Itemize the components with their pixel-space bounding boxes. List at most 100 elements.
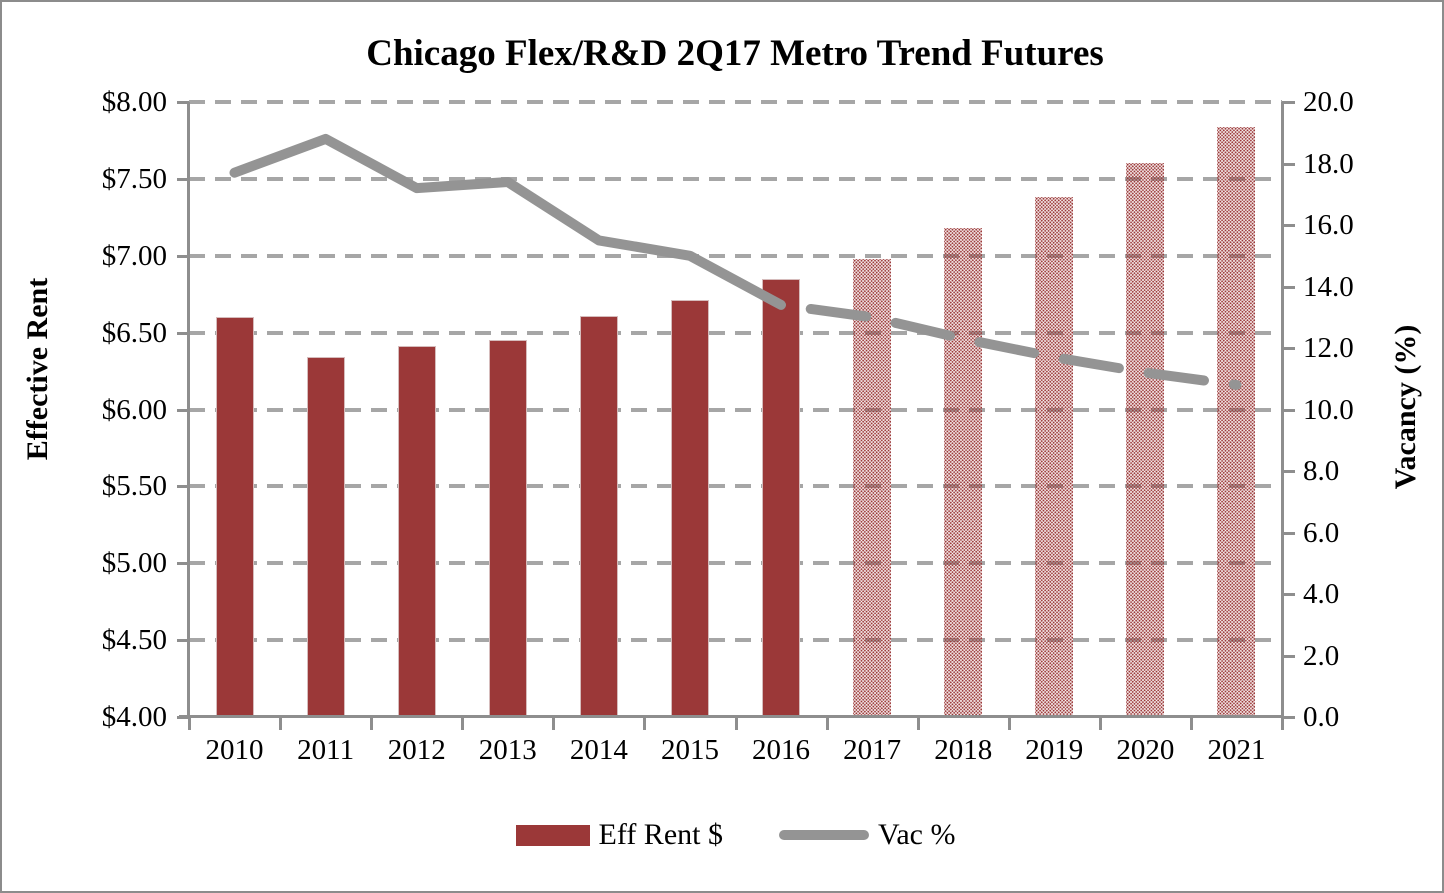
legend-label-vac: Vac % <box>877 818 956 851</box>
x-axis-category-label: 2021 <box>1207 734 1266 766</box>
bar-actual <box>397 346 436 717</box>
x-axis-tick <box>1281 717 1284 730</box>
plot-area <box>189 100 1282 717</box>
x-axis-tick <box>643 717 647 730</box>
gridline <box>189 638 1282 643</box>
right-axis-tick-label: 12.0 <box>1303 332 1354 364</box>
left-axis-tick <box>177 716 189 719</box>
right-axis-tick <box>1282 408 1295 412</box>
gridline <box>189 407 1282 412</box>
left-axis-tick <box>177 408 189 412</box>
bar-forecast <box>1035 197 1074 717</box>
left-axis-tick-label: $4.00 <box>101 701 167 733</box>
gridline <box>189 176 1282 181</box>
left-axis-tick <box>177 485 189 489</box>
x-axis-tick <box>825 717 829 730</box>
bar-forecast <box>944 228 983 717</box>
left-axis-tick-label: $7.00 <box>101 239 167 272</box>
right-axis-tick-label: 10.0 <box>1303 393 1354 426</box>
line-swatch-icon <box>778 830 869 840</box>
x-axis-tick <box>188 717 191 730</box>
right-axis-tick-label: 2.0 <box>1303 639 1340 672</box>
x-axis-tick <box>734 717 738 730</box>
x-axis-tick <box>1007 717 1011 730</box>
left-axis-tick <box>177 639 189 643</box>
right-axis-tick-label: 6.0 <box>1303 516 1340 549</box>
legend-label-eff-rent: Eff Rent $ <box>598 818 723 851</box>
left-axis-tick <box>177 254 189 258</box>
right-axis-tick <box>1282 593 1295 596</box>
right-axis-tick <box>1282 224 1295 227</box>
x-axis-category-label: 2016 <box>752 734 811 766</box>
right-axis-tick-label: 8.0 <box>1303 455 1340 487</box>
right-axis-tick-label: 4.0 <box>1303 578 1340 610</box>
x-axis-category-label: 2012 <box>387 734 446 766</box>
x-axis-category-label: 2010 <box>205 734 264 766</box>
x-axis-category-label: 2018 <box>934 734 993 766</box>
right-axis-tick-label: 16.0 <box>1303 209 1354 241</box>
vacancy-line-actual <box>229 133 786 310</box>
x-axis-tick <box>279 717 283 730</box>
right-axis-tick <box>1282 470 1295 473</box>
x-axis-line <box>179 715 1282 718</box>
right-axis-tick <box>1282 654 1295 658</box>
right-axis-tick <box>1282 101 1295 104</box>
bar-forecast <box>1126 163 1165 717</box>
left-axis-tick-label: $5.50 <box>101 470 167 503</box>
bar-actual <box>579 316 618 717</box>
x-axis-category-label: 2011 <box>297 734 355 766</box>
bar-actual <box>488 340 527 717</box>
bar-swatch-icon <box>515 824 590 846</box>
left-axis-tick <box>177 101 189 104</box>
left-axis-tick-label: $8.00 <box>101 86 167 118</box>
x-axis-tick <box>552 717 556 730</box>
left-axis-tick <box>177 177 189 181</box>
x-axis-tick <box>370 717 374 730</box>
x-axis-tick <box>1098 717 1102 730</box>
legend-entry-vac: Vac % <box>778 818 956 852</box>
x-axis-tick <box>461 717 465 730</box>
bar-actual <box>670 300 709 717</box>
left-axis-tick-label: $5.00 <box>101 547 167 580</box>
bar-actual <box>215 317 254 717</box>
left-axis-tick-label: $7.50 <box>101 162 167 195</box>
vacancy-line-forecast <box>776 299 1242 390</box>
right-axis-tick-label: 14.0 <box>1303 270 1354 303</box>
bar-forecast <box>853 259 892 717</box>
right-axis-title: Vacancy (%) <box>1389 324 1422 490</box>
x-axis-category-label: 2019 <box>1025 734 1084 766</box>
chart-title: Chicago Flex/R&D 2Q17 Metro Trend Future… <box>366 33 1104 74</box>
left-axis-tick-label: $6.50 <box>101 316 167 349</box>
left-axis-tick-label: $6.00 <box>101 393 167 426</box>
gridline <box>189 330 1282 335</box>
left-axis-tick <box>177 331 189 335</box>
left-axis-tick-label: $4.50 <box>101 624 167 657</box>
gridline <box>189 253 1282 258</box>
right-axis-tick <box>1282 716 1295 719</box>
x-axis-category-label: 2020 <box>1116 734 1175 766</box>
right-axis-tick <box>1282 347 1295 350</box>
x-axis-category-label: 2014 <box>569 734 628 766</box>
x-axis-category-label: 2017 <box>843 734 902 766</box>
right-axis-tick-label: 0.0 <box>1303 701 1340 733</box>
left-axis-title: Effective Rent <box>21 277 54 461</box>
right-axis-tick <box>1282 285 1295 289</box>
x-axis-category-label: 2013 <box>478 734 537 766</box>
right-axis-tick <box>1282 162 1295 166</box>
left-axis-tick <box>177 562 189 566</box>
gridline <box>189 100 1282 104</box>
legend: Eff Rent $ Vac % <box>189 818 1282 852</box>
bar-actual <box>306 357 345 717</box>
x-axis-tick <box>1189 717 1193 730</box>
gridline <box>189 484 1282 489</box>
bar-forecast <box>1217 127 1256 717</box>
right-axis-tick <box>1282 531 1295 535</box>
x-axis-tick <box>916 717 920 730</box>
right-axis-tick-label: 18.0 <box>1303 147 1354 180</box>
gridline <box>189 561 1282 566</box>
bar-actual <box>762 279 801 717</box>
legend-entry-eff-rent: Eff Rent $ <box>515 818 723 852</box>
right-axis-tick-label: 20.0 <box>1303 86 1354 118</box>
x-axis-category-label: 2015 <box>660 734 719 766</box>
